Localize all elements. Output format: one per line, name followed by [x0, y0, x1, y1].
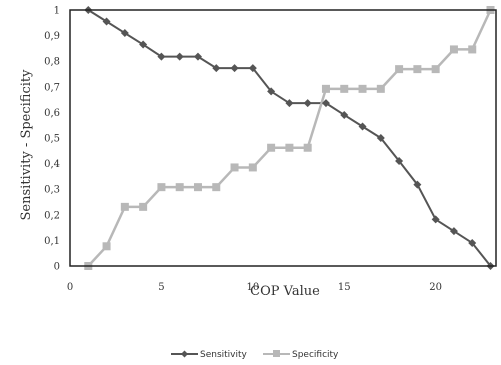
data-point-specificity: [139, 202, 148, 211]
data-point-sensitivity: [230, 64, 239, 73]
data-point-sensitivity: [248, 64, 257, 73]
y-tick-label: 0: [54, 262, 60, 273]
data-point-sensitivity: [120, 29, 129, 38]
x-tick-label: 0: [67, 282, 73, 293]
data-point-sensitivity: [175, 52, 184, 61]
series-line-sensitivity: [87, 9, 492, 267]
data-point-sensitivity: [468, 238, 477, 247]
x-tick-label: 10: [246, 282, 259, 293]
data-point-sensitivity: [358, 122, 367, 131]
data-point-sensitivity: [413, 180, 422, 189]
y-tick-label: 0,9: [44, 31, 60, 42]
data-point-specificity: [102, 242, 111, 251]
data-point-sensitivity: [212, 64, 221, 73]
series-layer: [84, 6, 495, 270]
data-point-specificity: [340, 84, 349, 93]
data-point-sensitivity: [193, 52, 202, 61]
y-tick-label: 0,3: [44, 185, 60, 196]
y-tick-label: 0,8: [44, 57, 60, 68]
data-point-specificity: [248, 163, 257, 172]
data-point-specificity: [267, 143, 276, 152]
data-point-specificity: [157, 183, 166, 192]
y-tick-label: 0,6: [44, 108, 60, 119]
data-point-sensitivity: [267, 87, 276, 96]
data-point-specificity: [431, 65, 440, 74]
data-point-sensitivity: [321, 99, 330, 108]
x-tick-label: 20: [429, 282, 442, 293]
data-point-specificity: [395, 65, 404, 74]
data-point-specificity: [230, 163, 239, 172]
legend-label-sensitivity: Sensitivity: [200, 350, 248, 360]
legend-marker-sensitivity: [181, 350, 188, 358]
legend-marker-specificity: [273, 350, 280, 357]
data-point-sensitivity: [340, 110, 349, 119]
x-axis-label: COP Value: [250, 284, 320, 299]
x-tick-label: 15: [338, 282, 351, 293]
data-point-sensitivity: [449, 227, 458, 236]
data-point-specificity: [468, 45, 477, 54]
data-point-specificity: [413, 65, 422, 74]
data-point-sensitivity: [157, 52, 166, 61]
y-tick-label: 0,4: [44, 159, 60, 170]
data-point-sensitivity: [376, 134, 385, 142]
data-point-sensitivity: [139, 40, 148, 49]
data-point-specificity: [449, 45, 458, 54]
legend: Sensitivity Specificity: [171, 350, 339, 360]
plot-frame: [69, 9, 497, 267]
data-point-sensitivity: [102, 17, 111, 26]
data-point-specificity: [285, 143, 294, 152]
data-point-sensitivity: [285, 99, 294, 108]
y-tick-label: 0,2: [44, 210, 60, 221]
data-point-specificity: [120, 202, 129, 211]
y-tick-label: 0,7: [44, 82, 60, 93]
legend-label-specificity: Specificity: [292, 350, 339, 360]
data-point-specificity: [303, 143, 312, 152]
data-point-sensitivity: [395, 157, 404, 166]
tick-labels: 0 5 10 15 20 0 0,1 0,2 0,3 0,4 0,5 0,6 0,7 0,8 0,9 1: [44, 6, 442, 294]
data-point-specificity: [193, 183, 202, 192]
data-point-specificity: [321, 84, 330, 93]
x-tick-label: 5: [158, 282, 164, 293]
data-point-specificity: [212, 183, 221, 192]
data-point-specificity: [376, 84, 385, 93]
y-tick-label: 0,5: [44, 134, 60, 145]
y-tick-label: 0,1: [44, 236, 60, 247]
y-axis-label: Sensitivity - Specificity: [19, 69, 34, 221]
y-tick-label: 1: [54, 6, 60, 17]
data-point-specificity: [358, 84, 367, 93]
data-point-sensitivity: [303, 99, 312, 108]
data-point-specificity: [175, 183, 184, 192]
data-point-sensitivity: [431, 215, 440, 224]
